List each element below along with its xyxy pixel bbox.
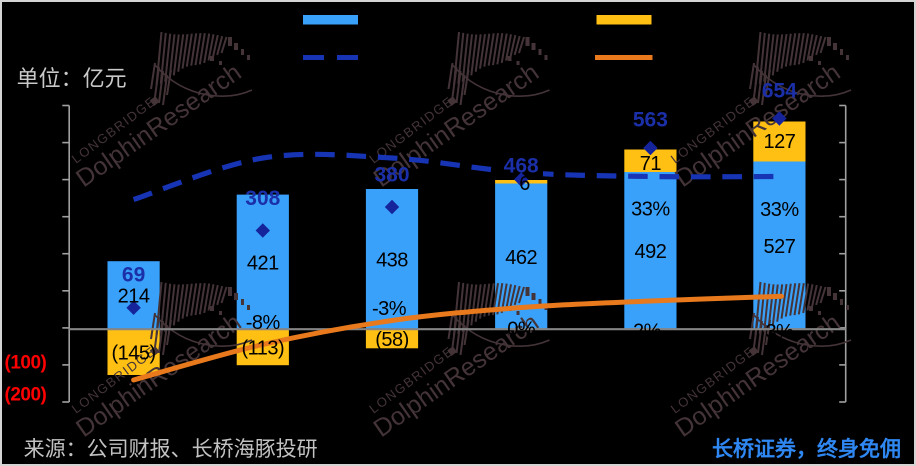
svg-text:421: 421 [247, 252, 279, 274]
svg-text:0%: 0% [507, 319, 536, 341]
svg-text:468: 468 [504, 154, 539, 177]
svg-text:527: 527 [763, 236, 795, 258]
svg-text:69: 69 [122, 264, 145, 287]
svg-text:492: 492 [634, 241, 666, 263]
svg-text:127: 127 [763, 131, 795, 153]
svg-text:462: 462 [505, 247, 537, 269]
svg-text:(100): (100) [5, 353, 47, 374]
svg-text:3%: 3% [765, 321, 794, 343]
svg-text:(145): (145) [111, 343, 155, 365]
svg-text:(58): (58) [375, 329, 409, 351]
svg-text:33%: 33% [760, 199, 799, 221]
svg-text:438: 438 [376, 250, 408, 272]
svg-text:(113): (113) [241, 338, 284, 360]
svg-text:2%: 2% [633, 321, 662, 343]
svg-text:单位：亿元: 单位：亿元 [17, 66, 127, 91]
svg-text:308: 308 [245, 187, 280, 210]
svg-text:380: 380 [374, 163, 409, 186]
svg-text:-3%: -3% [372, 298, 407, 320]
svg-text:33%: 33% [631, 199, 670, 221]
svg-text:6: 6 [519, 173, 530, 195]
svg-text:71: 71 [640, 153, 662, 175]
svg-text:563: 563 [633, 109, 668, 132]
svg-text:654: 654 [762, 79, 797, 102]
svg-text:-8%: -8% [246, 312, 281, 334]
svg-text:(200): (200) [5, 385, 47, 406]
svg-text:长桥证券，终身免佣: 长桥证券，终身免佣 [712, 437, 901, 461]
svg-text:214: 214 [118, 286, 150, 308]
svg-text:来源：公司财报、长桥海豚投研: 来源：公司财报、长桥海豚投研 [24, 438, 318, 461]
